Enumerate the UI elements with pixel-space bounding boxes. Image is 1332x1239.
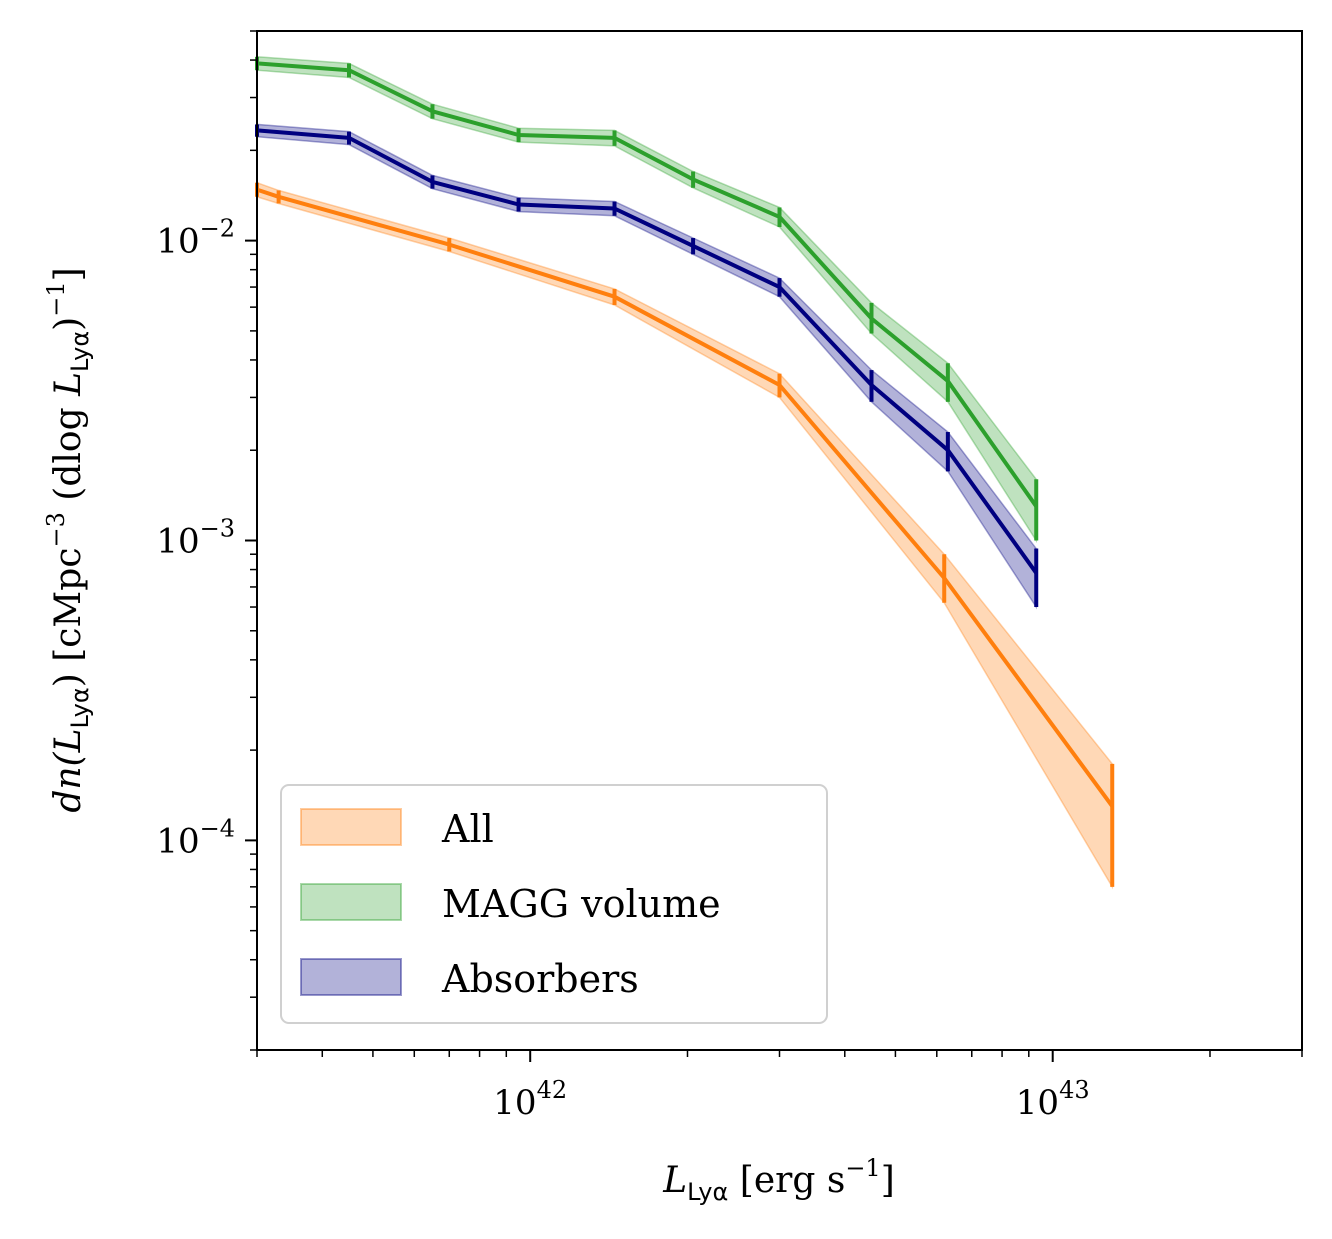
legend-label: Absorbers: [441, 957, 639, 1001]
series-line-1: [256, 61, 1038, 508]
legend-label: All: [441, 807, 494, 851]
series-line-2: [256, 128, 1038, 575]
legend: All MAGG volume Absorbers: [280, 784, 828, 1024]
x-tick-label: 1043: [1016, 1076, 1090, 1123]
legend-swatch: [300, 808, 402, 846]
y-tick-label: 10−4: [156, 814, 235, 861]
x-tick-label: 1042: [493, 1076, 567, 1123]
x-axis-label: LLyα [erg s−1]: [662, 1154, 895, 1206]
legend-label: MAGG volume: [442, 882, 721, 926]
y-tick-label: 10−2: [156, 215, 235, 262]
x-axis-ticks: 1042 1043: [256, 1050, 1303, 1123]
legend-swatch: [300, 883, 402, 921]
y-axis-label: dn(LLyα) [cMpc−3 (dlog LLyα)−1]: [42, 267, 94, 812]
legend-swatch: [300, 958, 402, 996]
y-axis-ticks: 10−4 10−3 10−2: [156, 30, 257, 1051]
legend-box: [280, 784, 828, 1024]
y-tick-label: 10−3: [156, 515, 235, 562]
